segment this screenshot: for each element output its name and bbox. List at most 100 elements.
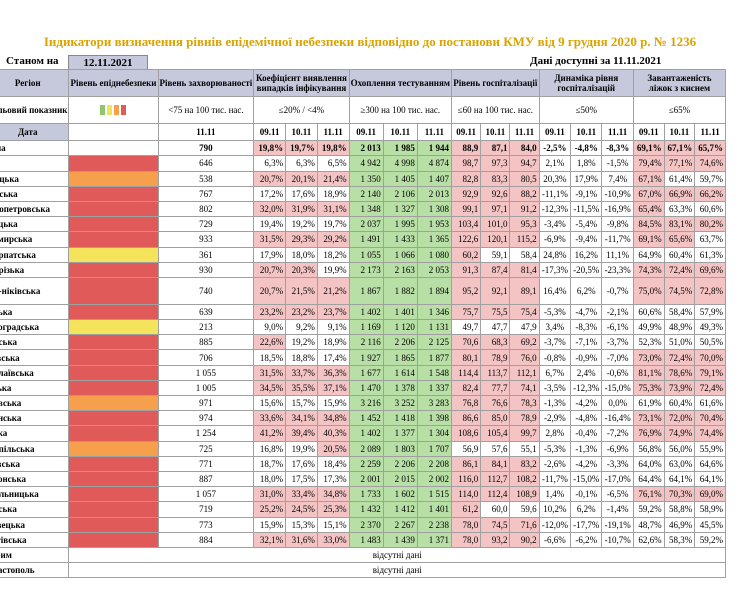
dynamics-value: -12,3% <box>538 200 572 218</box>
date-hospital-2: 10.11 <box>480 122 511 142</box>
detection-value: 18,9% <box>316 334 350 351</box>
oxygen-value: 79,1% <box>694 364 726 381</box>
hospital-value: 85,0 <box>480 410 511 427</box>
detection-value: 32,0% <box>253 200 287 218</box>
dynamics-value: -10,9% <box>601 185 634 202</box>
hospital-value: 105,4 <box>480 425 511 442</box>
testing-value: 1 470 <box>348 379 384 397</box>
dynamics-value: -4,7% <box>570 303 603 321</box>
detection-value: 21,4% <box>316 170 350 187</box>
oxygen-value: 69,0% <box>694 486 726 503</box>
date-label: Дата <box>0 122 70 142</box>
no-data-note: відсутні дані <box>68 562 726 579</box>
hospital-value: 112,7 <box>480 470 511 488</box>
dynamics-value: 6,2% <box>570 501 603 518</box>
oxygen-value: 58,4% <box>663 303 696 321</box>
oxygen-value: 58,9% <box>694 501 726 518</box>
epidemic-level-cell <box>68 425 159 442</box>
region-name: овоградська <box>0 319 70 336</box>
testing-value: 2 238 <box>416 516 453 533</box>
detection-value: 41,2% <box>253 425 287 442</box>
dynamics-value: -7,2% <box>601 425 634 442</box>
date-oxygen-1: 09.11 <box>632 122 665 142</box>
hospital-value: 92,6 <box>480 185 511 202</box>
testing-value: 1 995 <box>382 216 418 233</box>
testing-value: 1 602 <box>382 486 418 503</box>
region-name: нецька <box>0 216 70 233</box>
testing-value: 1 346 <box>416 303 453 321</box>
dynamics-value: -1,4% <box>601 501 634 518</box>
detection-value: 17,9% <box>253 246 287 263</box>
oxygen-value: 70,3% <box>663 486 696 503</box>
region-name: вська <box>0 303 70 321</box>
epidemic-level-cell <box>68 216 159 233</box>
testing-value: 2 173 <box>348 261 384 278</box>
hospital-value: 59,1 <box>480 246 511 263</box>
detection-value: 39,4% <box>285 425 318 442</box>
hospital-value: 108,9 <box>509 486 540 503</box>
testing-value: 1 350 <box>348 170 384 187</box>
missing-row: Кримвідсутні дані <box>0 546 726 564</box>
oxygen-value: 64,1% <box>694 470 726 488</box>
detection-value: 34,8% <box>316 410 350 427</box>
testing-value: 1 120 <box>382 319 418 336</box>
dynamics-value: -4,8% <box>570 410 603 427</box>
testing-value: 1 398 <box>416 410 453 427</box>
page-title: Індикатори визначення рівнів епідемічної… <box>43 34 697 49</box>
detection-value: 31,5% <box>253 231 287 248</box>
epidemic-level-cell <box>68 349 159 366</box>
dynamics-value: -0,6% <box>601 364 634 381</box>
detection-value: 34,5% <box>253 379 287 397</box>
oxygen-value: 46,9% <box>663 516 696 533</box>
incidence-value: 930 <box>157 261 255 278</box>
hospital-value: 88,2 <box>509 185 540 202</box>
hospital-value: 84,0 <box>509 140 540 157</box>
target-dynamics: ≤50% <box>538 96 634 124</box>
incidence-value: 790 <box>157 140 255 157</box>
hospital-value: 88,9 <box>450 140 482 157</box>
hospital-value: 87,1 <box>480 140 511 157</box>
dynamics-value: -7,0% <box>601 349 634 366</box>
oxygen-value: 60,4% <box>663 246 696 263</box>
testing-value: 2 259 <box>348 455 384 472</box>
testing-value: 2 206 <box>382 334 418 351</box>
hospital-value: 99,7 <box>509 425 540 442</box>
detection-value: 21,2% <box>316 276 350 305</box>
oxygen-value: 67,1% <box>663 140 696 157</box>
testing-value: 1 483 <box>348 531 384 548</box>
testing-value: 1 378 <box>382 379 418 397</box>
detection-value: 20,7% <box>253 261 287 278</box>
region-name: еська <box>0 379 70 397</box>
detection-value: 34,1% <box>285 410 318 427</box>
hospital-value: 108,6 <box>450 425 482 442</box>
testing-value: 2 106 <box>382 185 418 202</box>
detection-value: 22,6% <box>253 334 287 351</box>
hospital-value: 59,6 <box>509 501 540 518</box>
detection-value: 20,3% <box>285 261 318 278</box>
oxygen-value: 83,1% <box>663 216 696 233</box>
oxygen-value: 56,0% <box>663 440 696 457</box>
hospital-value: 87,4 <box>480 261 511 278</box>
detection-value: 17,6% <box>285 185 318 202</box>
hospital-value: 78,9 <box>509 410 540 427</box>
detection-value: 35,5% <box>285 379 318 397</box>
date-level <box>68 122 159 142</box>
oxygen-value: 55,9% <box>694 440 726 457</box>
oxygen-value: 58,3% <box>663 531 696 548</box>
oxygen-value: 72,4% <box>694 379 726 397</box>
testing-value: 1 308 <box>416 200 453 218</box>
hospital-value: 115,2 <box>509 231 540 248</box>
oxygen-value: 69,6% <box>694 261 726 278</box>
oxygen-value: 51,0% <box>663 334 696 351</box>
dynamics-value: 0,0% <box>601 394 634 412</box>
detection-value: 15,9% <box>253 516 287 533</box>
oxygen-value: 70,4% <box>694 410 726 427</box>
detection-value: 23,2% <box>285 303 318 321</box>
testing-value: 1 337 <box>416 379 453 397</box>
